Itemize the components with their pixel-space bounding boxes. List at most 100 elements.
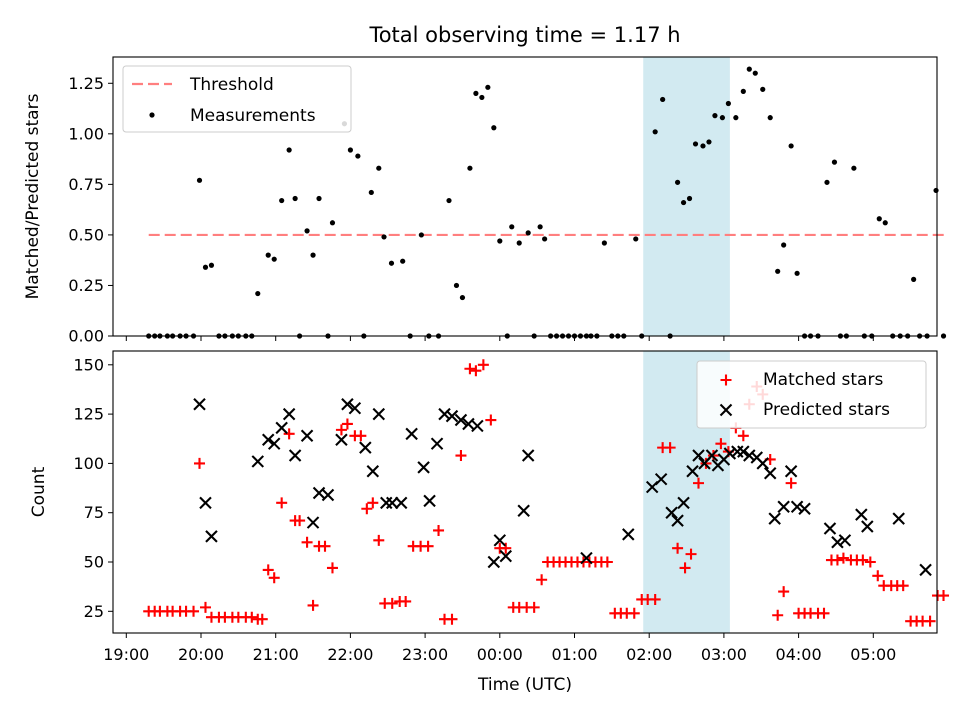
predicted-star-marker [445,409,459,423]
measurement-point [525,230,531,236]
predicted-star-marker [756,457,769,470]
predicted-star-marker [831,536,844,549]
time-x-ticks: 19:00 20:00 21:00 22:00 23:00 00:00 01:00 02:00… [103,633,896,664]
measurement-point [310,252,316,258]
predicted-star-marker [723,447,737,460]
predicted-star-marker [438,407,451,421]
y-tick-label: 1.00 [68,124,104,143]
legend-predicted-swatch [719,403,733,417]
matched-star-marker [679,562,691,574]
predicted-star-marker [855,508,868,521]
measurement-point [686,195,693,202]
predicted-star-marker [705,449,719,462]
y-tick-label: 0.00 [68,327,104,346]
predicted-star-marker [341,398,354,411]
y-tick-label: 0.75 [68,175,104,194]
measurement-point [760,86,766,92]
x-tick-label: 05:00 [850,645,896,664]
matched-star-marker [700,457,712,469]
predicted-star-marker [454,413,468,427]
measurement-point [831,159,838,165]
ratio-panel: 0.00 0.25 0.50 0.75 1.00 1.25 Total observing… [23,23,948,346]
matched-star-marker [872,570,884,582]
matched-star-marker [294,515,306,527]
matched-star-marker [924,615,936,627]
matched-star-marker [837,552,849,564]
predicted-star-marker [768,512,781,525]
matched-star-marker [276,497,288,509]
x-tick-label: 00:00 [477,645,523,664]
measurement-point [767,115,773,121]
measurement-point [824,179,830,185]
ratio-axes-frame [112,56,938,337]
legend-matched-swatch [720,374,732,386]
predicted-star-marker [737,445,750,458]
measurement-point [304,228,310,234]
measurement-point [746,66,752,72]
measurement-point [196,177,203,183]
ratio-legend-box [122,65,352,133]
x-tick-label: 04:00 [776,645,822,664]
predicted-star-markers [193,398,932,577]
matched-star-marker [536,574,548,586]
matched-star-marker [693,477,705,489]
predicted-star-marker [359,441,372,454]
matched-star-marker [715,438,727,450]
measurement-point [652,129,658,135]
predicted-star-marker [275,421,288,435]
y-tick-label: 0.25 [68,276,104,295]
measurement-point [509,224,515,230]
time-x-axis-label: Time (UTC) [477,675,572,695]
observing-window-shade [643,57,730,336]
predicted-star-marker [763,467,777,480]
matched-star-marker [446,613,458,625]
matched-star-marker [528,601,540,613]
x-tick-label: 03:00 [701,645,747,664]
y-tick-label: 25 [84,602,104,621]
measurement-point [601,240,607,246]
matched-star-marker [386,597,398,609]
x-tick-label: 23:00 [402,645,448,664]
measurement-point [516,240,522,246]
predicted-star-marker [580,551,593,565]
matched-star-marker [367,497,379,509]
matched-star-marker [897,580,909,592]
chart-title: Total observing time = 1.17 h [368,23,680,47]
matched-star-marker [672,542,684,554]
measurement-point [700,143,706,149]
predicted-star-marker [372,407,386,421]
predicted-star-marker [838,534,852,547]
measurement-point [775,268,781,274]
predicted-star-marker [790,500,804,514]
predicted-star-marker [743,449,756,462]
y-tick-label: 50 [84,553,104,572]
measurement-point [381,234,387,240]
matched-star-marker [831,554,843,566]
matched-star-marker [341,418,353,430]
measurement-point [316,195,322,202]
matched-star-marker [326,562,338,574]
matched-star-marker [400,595,412,607]
predicted-star-marker [823,522,837,535]
measurement-point [368,189,374,196]
measurement-point [794,270,800,276]
measurement-point [911,276,917,282]
y-tick-label: 75 [84,503,104,522]
predicted-star-marker [798,502,811,516]
x-tick-label: 20:00 [178,645,224,664]
matched-star-marker [778,586,790,598]
measurement-point [680,199,687,206]
measurement-point [355,153,361,159]
measurement-point [208,262,215,268]
matched-star-marker [422,540,434,552]
predicted-star-marker [686,465,699,478]
measurement-point [446,197,452,204]
matched-star-marker [373,534,385,546]
x-tick-label: 01:00 [551,645,597,664]
matched-star-marker [464,363,476,375]
measurement-point [733,115,739,121]
predicted-star-marker [417,461,430,474]
predicted-star-marker [861,520,874,533]
matched-star-marker [199,601,211,613]
matched-star-marker [485,414,497,426]
